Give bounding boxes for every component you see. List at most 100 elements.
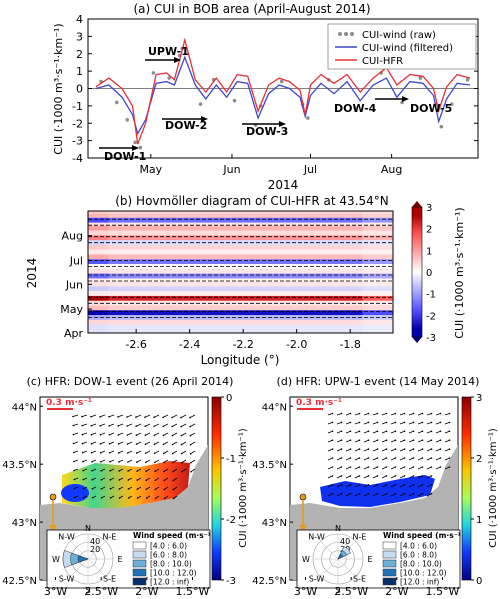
current-vector-head: [394, 466, 397, 468]
heatmap-cell: [342, 211, 353, 214]
heatmap-cell: [291, 324, 302, 334]
current-vector-head: [367, 421, 370, 424]
current-vector-head: [136, 479, 139, 481]
heatmap-cell: [230, 249, 241, 255]
colorbar-tick-label: 0: [226, 393, 232, 404]
current-vector-head: [349, 439, 352, 441]
heatmap-cell: [281, 305, 292, 311]
current-vector-head: [394, 457, 397, 459]
heatmap-cell: [179, 249, 191, 255]
heatmap-cell: [311, 239, 323, 245]
heatmap-cell: [88, 258, 99, 265]
current-vector-head: [385, 439, 388, 441]
y-tick-label: 43.5°N: [2, 460, 37, 471]
heatmap-cell: [382, 295, 394, 301]
current-vector-head: [439, 412, 442, 415]
heatmap-cell: [362, 234, 374, 241]
rose-direction-label: S-W: [59, 575, 75, 584]
heatmap-cell: [88, 211, 99, 214]
heatmap-cell: [321, 230, 333, 236]
heatmap-cell: [210, 290, 221, 296]
heatmap-cell: [159, 234, 170, 241]
heatmap-cell: [382, 230, 394, 236]
heatmap-cell: [189, 309, 201, 316]
current-vector-head: [90, 415, 92, 418]
heatmap-cell: [250, 324, 262, 334]
heatmap-cell: [138, 239, 150, 245]
heatmap-cell: [240, 258, 252, 265]
heatmap-cell: [230, 213, 241, 218]
heatmap-cell: [179, 305, 191, 311]
current-vector-head: [394, 448, 397, 450]
rose-legend-label: [10.0 : 12.0): [400, 569, 447, 578]
current-vector-head: [421, 430, 424, 433]
heatmap-cell: [260, 277, 272, 282]
heatmap-cell: [372, 309, 384, 316]
heatmap-cell: [159, 319, 170, 325]
heatmap-cell: [250, 277, 262, 282]
current-vector-head: [412, 421, 415, 424]
current-vector-head: [430, 448, 433, 450]
colorbar-segment: [412, 222, 422, 225]
heatmap-cell: [301, 281, 313, 287]
current-vector-head: [72, 442, 75, 445]
heatmap-cell: [271, 213, 282, 218]
current-vector-head: [430, 439, 433, 441]
colorbar-segment: [412, 259, 422, 262]
current-vector: [354, 439, 360, 443]
current-vector-head: [109, 461, 111, 463]
current-vector-head: [108, 443, 111, 445]
heatmap-cell: [108, 295, 119, 301]
current-vector: [444, 448, 450, 452]
heatmap-cell: [118, 277, 130, 282]
current-vector-head: [180, 434, 183, 437]
current-vector-head: [82, 496, 85, 499]
heatmap-cell: [220, 263, 231, 269]
x-tick-label: -2.2: [232, 338, 253, 351]
current-vector-head: [154, 497, 157, 500]
heatmap-cell: [260, 319, 272, 325]
current-vector-head: [385, 421, 388, 424]
colorbar-tick-label: -3: [226, 576, 236, 587]
y-tick-label: -4: [72, 152, 83, 165]
current-vector-head: [171, 452, 174, 455]
heatmap-cell: [352, 230, 363, 236]
heatmap-cell: [372, 222, 384, 226]
heatmap-cell: [149, 249, 160, 255]
heatmap-cell: [240, 324, 252, 334]
heatmap-cell: [199, 258, 211, 265]
colorbar-segment: [412, 324, 422, 327]
heatmap-cell: [301, 319, 313, 325]
heatmap-cell: [250, 285, 262, 292]
current-vector: [381, 475, 387, 479]
current-vector: [444, 457, 450, 461]
rose-legend-swatch: [382, 568, 397, 577]
colorbar-extend-bottom: [412, 337, 422, 343]
current-vector-head: [91, 487, 94, 490]
current-vector: [345, 493, 351, 497]
heatmap-cell: [352, 225, 363, 231]
current-vector: [372, 493, 378, 497]
heatmap-cell: [260, 285, 272, 292]
heatmap-cell: [210, 268, 221, 274]
heatmap-cell: [382, 254, 394, 260]
heatmap-cell: [169, 239, 180, 245]
heatmap-cell: [321, 222, 333, 226]
annotations: UPW-1 DOW-1 DOW-2 DOW-3 DOW-4 DOW-5: [99, 45, 452, 163]
heatmap-cell: [382, 285, 394, 292]
annotation-dow-2: DOW-2: [165, 119, 207, 132]
current-vector-head: [448, 421, 451, 424]
heatmap-cell: [271, 314, 282, 320]
heatmap-cell: [321, 273, 333, 279]
heatmap-cell: [291, 213, 302, 218]
current-vector-head: [99, 416, 101, 418]
current-vector: [354, 493, 360, 497]
current-vector: [327, 493, 333, 497]
heatmap-cell: [301, 239, 313, 245]
current-vector: [372, 484, 378, 488]
heatmap-cell: [189, 324, 201, 334]
heatmap-cell: [311, 263, 323, 269]
heatmap-cell: [342, 217, 353, 223]
colorbar-segment: [412, 298, 422, 301]
colorbar-tick-label: -1: [226, 454, 236, 465]
